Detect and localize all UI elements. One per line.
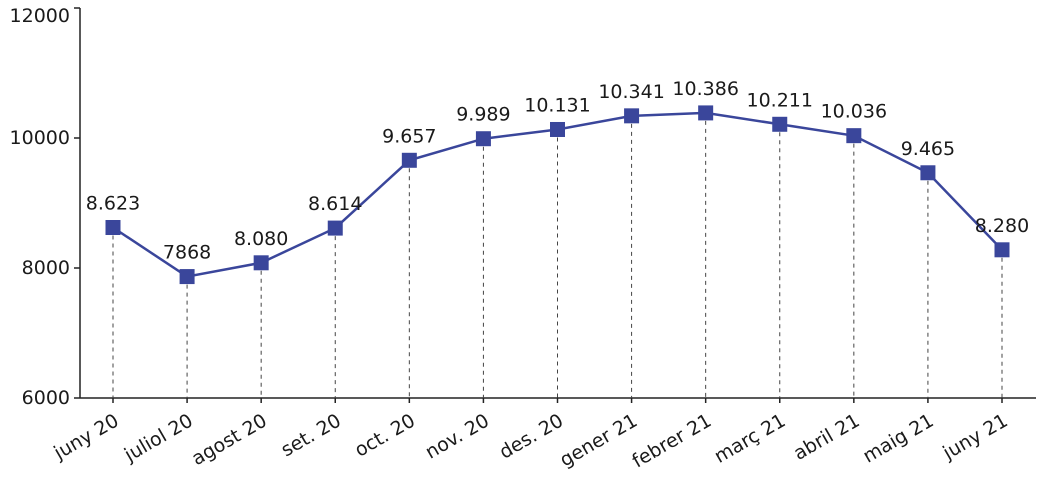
x-tick-label: nov. 20: [422, 410, 493, 464]
data-point: [550, 121, 565, 137]
x-tick-label: abril 21: [790, 410, 864, 465]
x-tick-label: des. 20: [496, 410, 568, 464]
data-label: 9.465: [901, 138, 955, 160]
y-tick-label: 8000: [22, 257, 70, 279]
data-point: [920, 165, 936, 181]
data-point: [994, 242, 1010, 258]
x-tick-label: gener 21: [556, 410, 641, 472]
data-point: [846, 128, 862, 144]
drop-lines: [112, 112, 1003, 398]
x-tick-label: febrer 21: [628, 410, 715, 473]
x-tick-label: juny 21: [938, 410, 1011, 465]
data-label: 9.657: [382, 125, 436, 147]
x-tick-label: oct. 20: [351, 410, 419, 462]
x-tick-label: maig 21: [859, 410, 937, 468]
data-point: [772, 116, 788, 132]
data-point: [475, 131, 491, 147]
y-tick-label: 6000: [22, 387, 70, 409]
data-point: [327, 220, 343, 236]
series: [105, 105, 1010, 285]
x-tick-label: juliol 20: [120, 410, 197, 467]
data-label: 9.989: [456, 104, 510, 126]
data-point: [253, 255, 269, 271]
x-tick-label: agost 20: [188, 410, 271, 471]
y-tick-label: 10000: [10, 127, 70, 149]
data-label: 8.280: [975, 215, 1029, 237]
data-point: [624, 108, 640, 124]
x-tick-label: juny 20: [49, 410, 122, 465]
data-labels: 8.623 7868 8.080 8.614 9.657 9.989 10.131 10.34…: [86, 78, 1029, 264]
data-label: 8.623: [86, 193, 140, 215]
data-point: [698, 105, 714, 121]
data-point: [105, 220, 121, 236]
data-label: 10.036: [821, 101, 887, 123]
data-label: 10.131: [524, 94, 590, 116]
data-label: 10.386: [672, 78, 738, 100]
data-label: 7868: [163, 242, 211, 264]
data-label: 10.211: [747, 89, 813, 111]
y-tick-label: 12000: [10, 5, 70, 27]
data-label: 8.614: [308, 193, 362, 215]
x-tick-label: set. 20: [277, 410, 345, 462]
data-label: 8.080: [234, 228, 288, 250]
data-label: 10.341: [598, 81, 664, 103]
x-tick-label: març 21: [711, 410, 790, 468]
data-point: [401, 152, 417, 168]
data-point: [179, 269, 195, 285]
